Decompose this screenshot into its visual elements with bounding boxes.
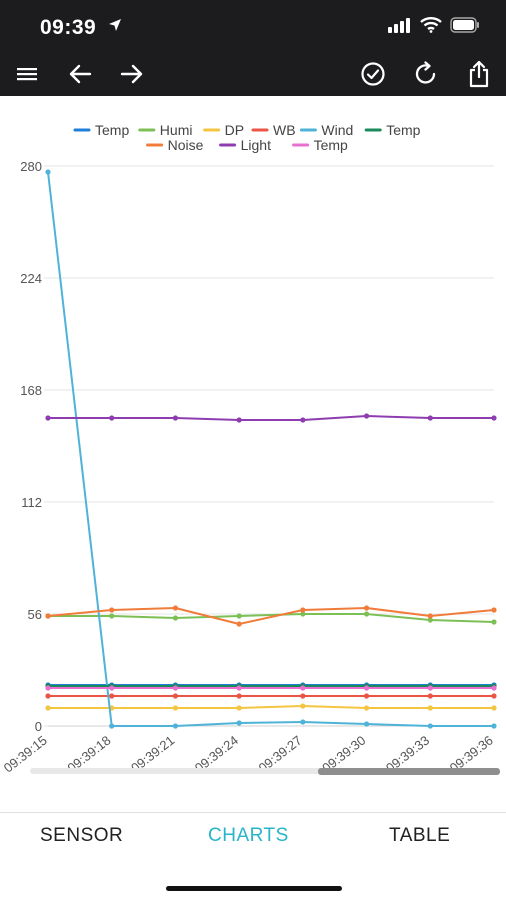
- y-tick-label: 168: [20, 383, 42, 398]
- menu-icon[interactable]: [9, 56, 45, 92]
- forward-arrow-icon[interactable]: [114, 56, 150, 92]
- data-point: [109, 415, 115, 421]
- data-point: [45, 415, 51, 421]
- legend-label: Humi: [160, 122, 193, 138]
- data-point: [300, 693, 306, 699]
- chart-scrollbar-thumb[interactable]: [318, 768, 500, 775]
- signal-icon: [388, 17, 412, 38]
- legend-label: WB: [273, 122, 296, 138]
- status-indicators: [388, 17, 480, 38]
- data-point: [172, 685, 179, 691]
- y-tick-label: 280: [20, 159, 42, 174]
- data-point: [427, 685, 433, 691]
- wifi-icon: [420, 17, 442, 38]
- data-point: [45, 685, 51, 691]
- battery-icon: [450, 17, 480, 38]
- tab-charts[interactable]: CHARTS: [208, 825, 289, 846]
- data-point: [363, 721, 370, 727]
- legend-label: Temp: [95, 122, 129, 138]
- y-tick-label: 56: [28, 607, 42, 622]
- data-point: [491, 607, 497, 613]
- data-point: [300, 703, 306, 709]
- data-point: [236, 705, 242, 711]
- home-indicator: [166, 886, 342, 891]
- data-point: [427, 613, 433, 619]
- data-point: [491, 693, 497, 699]
- data-point: [427, 617, 433, 623]
- series-line: [48, 613, 495, 623]
- data-point: [172, 415, 179, 421]
- y-tick-label: 112: [21, 495, 42, 510]
- data-point: [236, 417, 242, 423]
- data-point: [363, 611, 370, 617]
- data-point: [236, 720, 242, 726]
- data-point: [491, 685, 497, 691]
- legend-label: Noise: [168, 137, 204, 153]
- status-time: 09:39: [40, 16, 97, 39]
- data-point: [427, 693, 433, 699]
- series-line: [48, 415, 494, 421]
- share-icon[interactable]: [461, 56, 497, 92]
- refresh-icon[interactable]: [408, 56, 444, 92]
- data-point: [427, 723, 433, 729]
- data-point: [300, 417, 306, 423]
- data-point: [300, 611, 306, 617]
- data-point: [172, 723, 179, 729]
- data-point: [45, 705, 51, 711]
- data-point: [491, 723, 497, 729]
- legend-label: DP: [225, 122, 244, 138]
- data-point: [427, 705, 433, 711]
- tab-sensor[interactable]: SENSOR: [40, 825, 124, 846]
- data-point: [300, 685, 306, 691]
- data-point: [363, 685, 370, 691]
- series-line: [47, 607, 495, 625]
- check-circle-icon[interactable]: [355, 56, 391, 92]
- data-point: [363, 693, 370, 699]
- data-point: [172, 605, 179, 611]
- data-point: [236, 613, 242, 619]
- data-point: [172, 705, 179, 711]
- data-point: [363, 605, 370, 611]
- data-point: [172, 693, 179, 699]
- tab-table[interactable]: TABLE: [389, 825, 451, 846]
- data-point: [172, 615, 179, 621]
- data-point: [300, 719, 306, 725]
- legend-label: Temp: [314, 137, 348, 153]
- chart-area[interactable]: 0 56 112 168 224 280 09:39:15 09:39:18 09:39:21 0…: [0, 96, 506, 810]
- data-point: [109, 607, 115, 613]
- data-point: [45, 693, 51, 699]
- data-point: [491, 705, 497, 711]
- data-point: [491, 415, 497, 421]
- series-line: [48, 705, 494, 709]
- toolbar: [0, 56, 506, 92]
- data-point: [109, 613, 115, 619]
- data-point: [300, 607, 306, 613]
- legend-label: Wind: [321, 122, 353, 138]
- data-point: [236, 685, 242, 691]
- data-point: [236, 621, 242, 627]
- data-point: [45, 169, 51, 175]
- data-point: [363, 413, 370, 419]
- data-point: [109, 693, 115, 699]
- data-point: [491, 619, 497, 625]
- y-tick-label: 0: [35, 719, 42, 734]
- top-bar: 09:39: [0, 0, 506, 96]
- series-line: [47, 171, 494, 727]
- data-point: [45, 613, 51, 619]
- y-tick-label: 224: [20, 271, 42, 286]
- chart-scrollbar-track[interactable]: [30, 768, 490, 774]
- location-arrow-icon: [108, 18, 122, 37]
- data-point: [236, 693, 242, 699]
- data-point: [363, 705, 370, 711]
- data-point: [427, 415, 433, 421]
- data-point: [109, 685, 115, 691]
- back-arrow-icon[interactable]: [62, 56, 98, 92]
- legend-label: Temp: [386, 122, 420, 138]
- data-point: [109, 723, 115, 729]
- legend-label: Light: [241, 137, 271, 153]
